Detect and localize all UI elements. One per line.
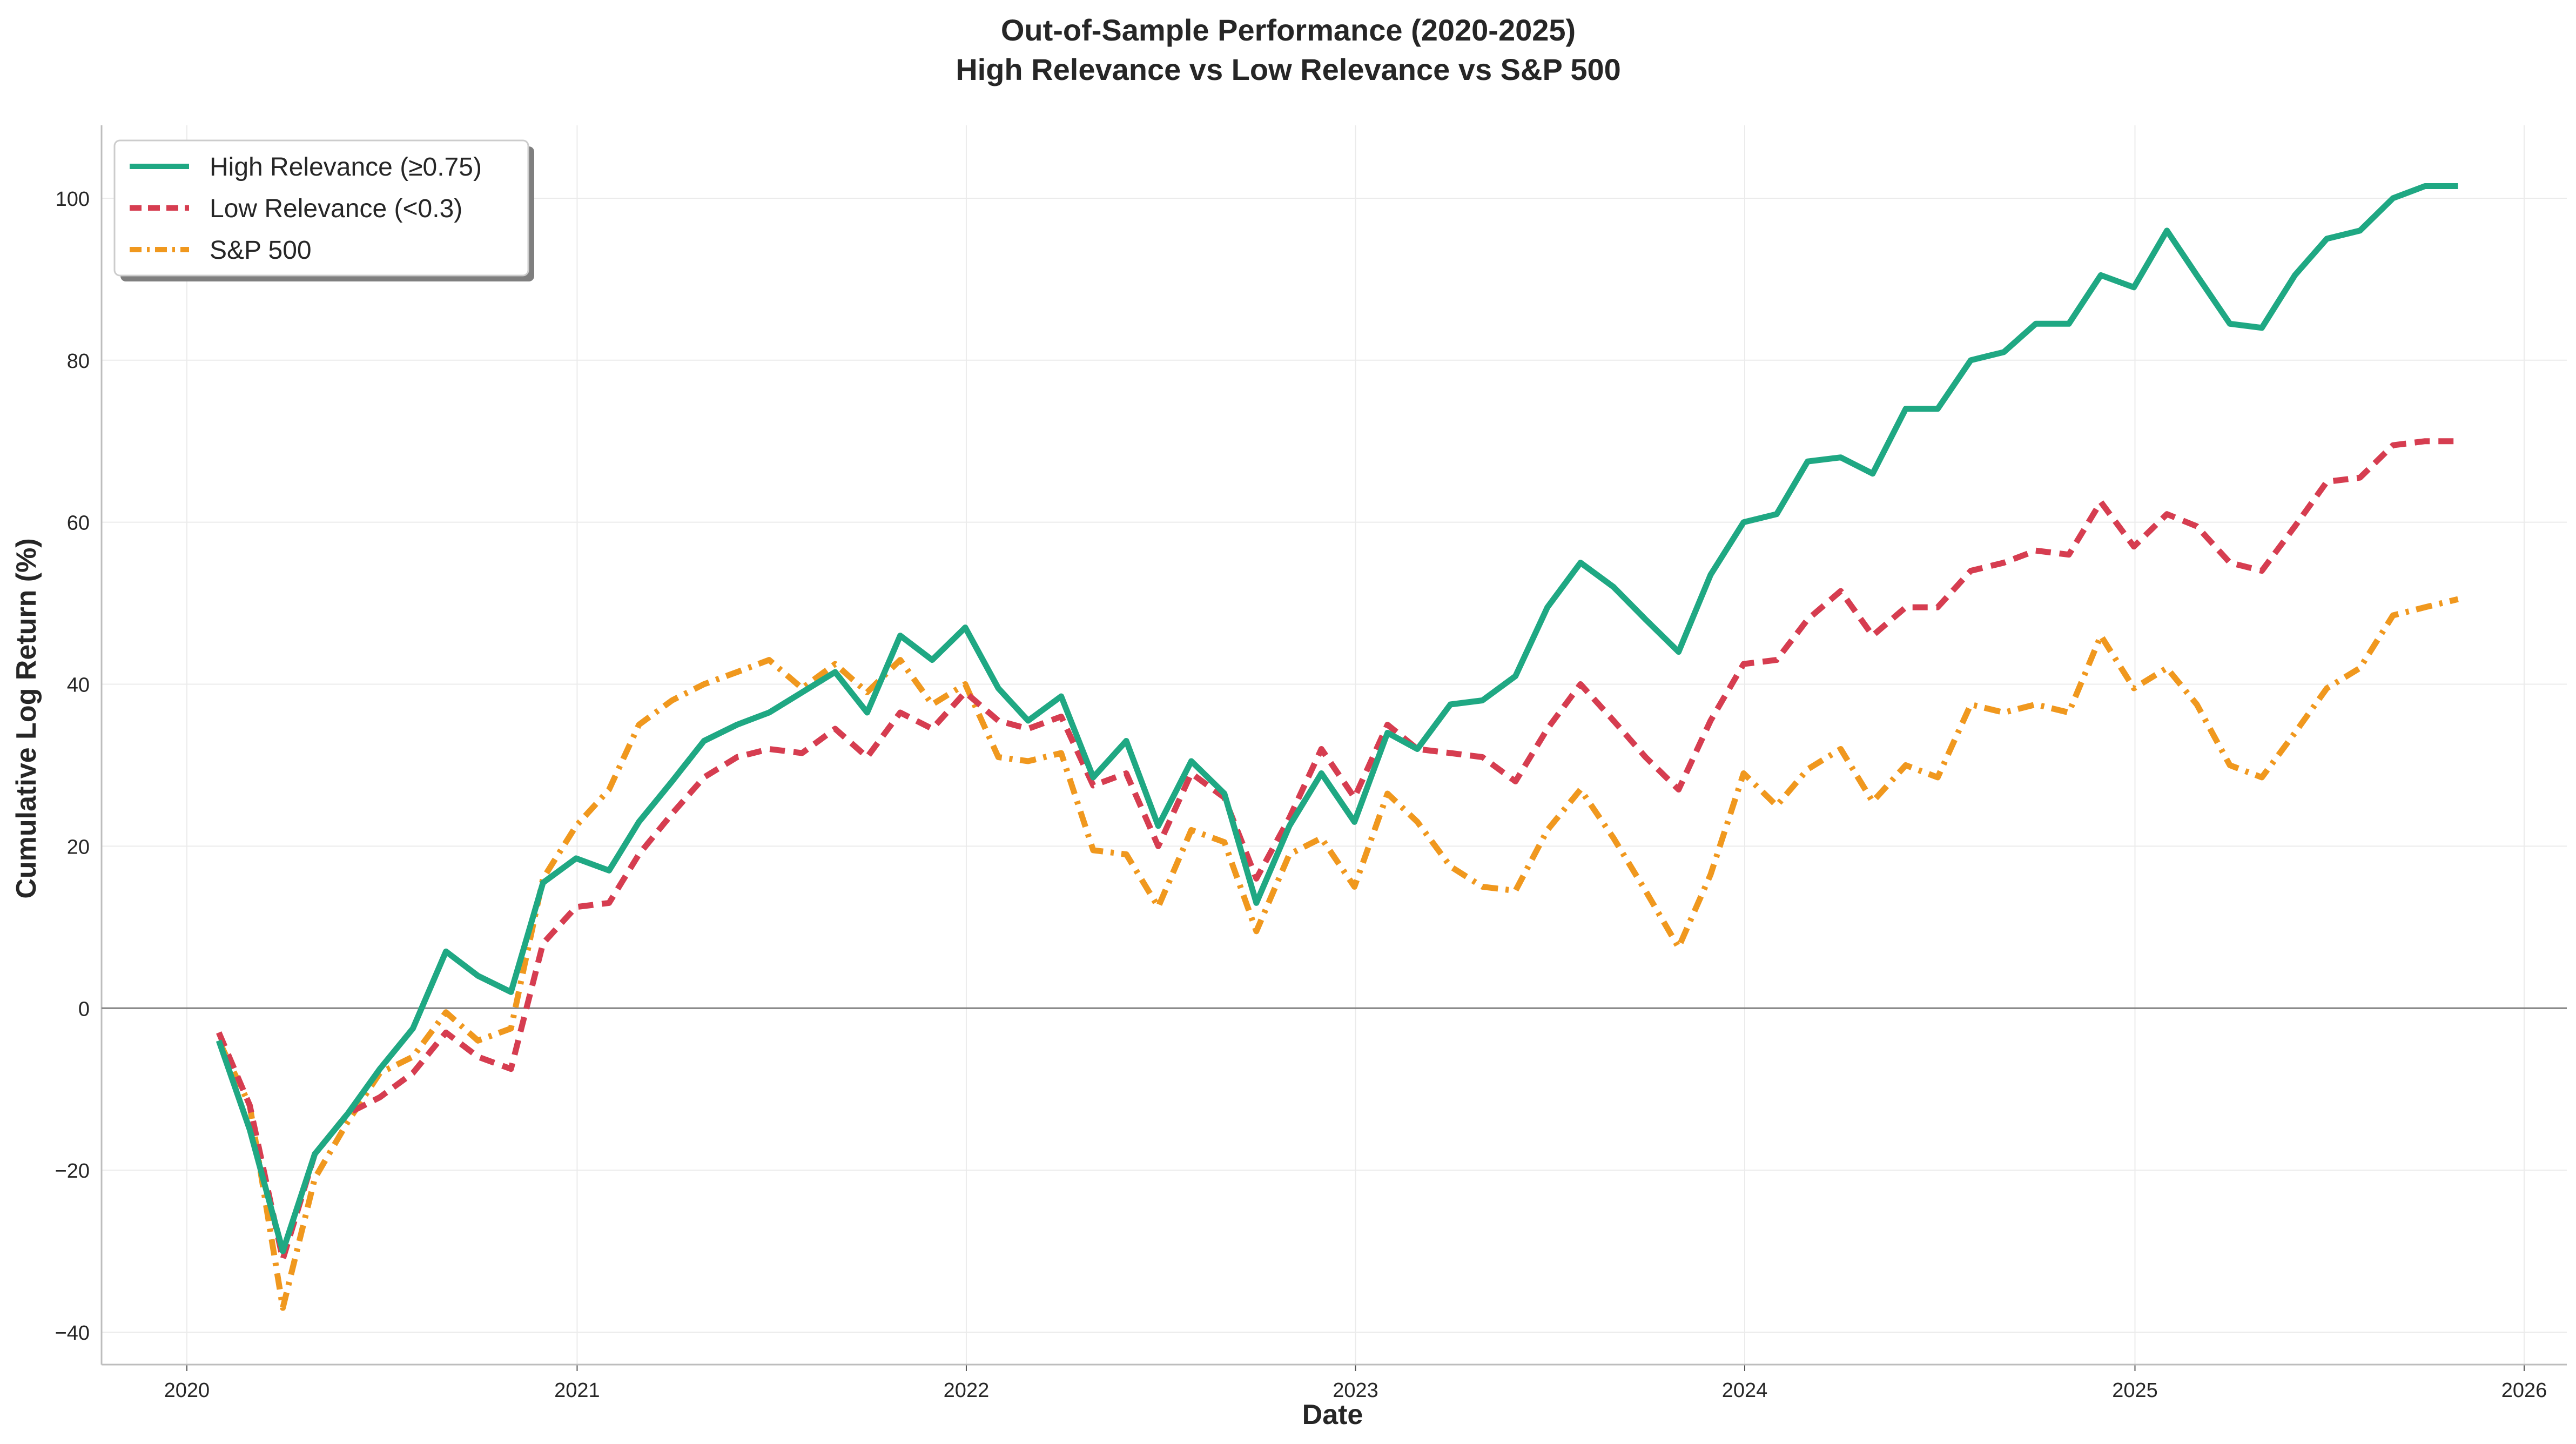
x-tick-label: 2023 xyxy=(1333,1379,1378,1402)
y-tick-label: 0 xyxy=(78,998,90,1020)
legend-label-high-relevance: High Relevance (≥0.75) xyxy=(210,153,482,182)
x-tick-label: 2022 xyxy=(944,1379,990,1402)
legend: High Relevance (≥0.75) Low Relevance (<0… xyxy=(113,139,534,281)
legend-label-low-relevance: Low Relevance (<0.3) xyxy=(210,194,462,223)
axis-layer xyxy=(100,125,2567,1371)
y-tick-label: 80 xyxy=(67,350,90,373)
y-tick-label: 100 xyxy=(56,188,90,211)
tick-layer: −40 −20 0 20 40 60 80 100 2020 2021 2022 2023 2024 20… xyxy=(55,188,2547,1402)
series-layer xyxy=(216,183,2459,1311)
series-line-sp500 xyxy=(216,596,2459,1311)
series-line-low-relevance xyxy=(216,438,2458,1262)
legend-label-sp500: S&P 500 xyxy=(210,236,312,265)
x-tick-label: 2024 xyxy=(1722,1379,1768,1402)
x-tick-label: 2025 xyxy=(2112,1379,2158,1402)
y-tick-label: −20 xyxy=(55,1160,90,1183)
chart-title-line1: Out-of-Sample Performance (2020-2025) xyxy=(1001,13,1576,47)
x-axis-label: Date xyxy=(1302,1399,1363,1430)
series-line-high-relevance xyxy=(216,183,2458,1254)
y-axis-label: Cumulative Log Return (%) xyxy=(11,538,42,898)
y-tick-label: 60 xyxy=(67,512,90,535)
legend-box xyxy=(113,139,529,277)
y-tick-label: −40 xyxy=(55,1322,90,1345)
y-tick-label: 20 xyxy=(67,836,90,858)
x-tick-label: 2026 xyxy=(2501,1379,2547,1402)
chart-title-line2: High Relevance vs Low Relevance vs S&P 5… xyxy=(956,52,1621,86)
x-tick-label: 2020 xyxy=(164,1379,210,1402)
y-tick-label: 40 xyxy=(67,674,90,697)
x-tick-label: 2021 xyxy=(554,1379,600,1402)
